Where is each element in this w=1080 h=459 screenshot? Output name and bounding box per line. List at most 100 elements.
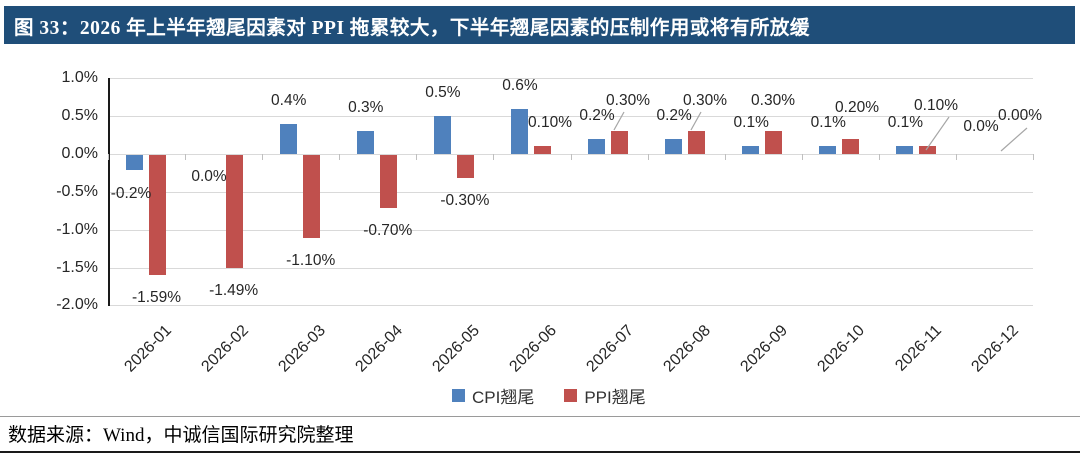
x-axis-label-2026-04: 2026-04	[352, 322, 406, 376]
data-label-ppi-2026-08: 0.30%	[683, 92, 727, 109]
data-label-cpi-2026-06: 0.6%	[502, 76, 538, 94]
bottom-rule	[0, 451, 1080, 453]
data-label-ppi-2026-03: -1.10%	[286, 252, 336, 270]
category-tick	[570, 154, 572, 160]
category-tick	[1033, 154, 1034, 160]
data-label-ppi-2026-06: 0.10%	[528, 114, 572, 131]
bar-ppi-2026-09	[765, 131, 783, 154]
category-tick	[647, 154, 649, 160]
bar-cpi-2026-07	[588, 138, 606, 154]
data-label-cpi-2026-08: 0.2%	[656, 106, 692, 124]
leader-line	[1000, 127, 1028, 152]
bar-ppi-2026-03	[302, 155, 320, 239]
y-axis-tick-label: -1.5%	[56, 258, 98, 276]
data-label-ppi-2026-01: -1.59%	[131, 289, 182, 307]
bar-cpi-2026-10	[819, 146, 837, 154]
data-label-cpi-2026-01: -0.2%	[110, 185, 152, 202]
data-label-ppi-2026-07: 0.30%	[606, 92, 650, 109]
bar-cpi-2026-01	[125, 155, 143, 171]
gridline	[108, 191, 1033, 193]
category-tick	[955, 154, 957, 160]
legend-swatch-icon	[452, 389, 465, 402]
legend-item-cpi: CPI翘尾	[452, 383, 534, 408]
bar-cpi-2026-08	[665, 138, 683, 154]
bar-cpi-2026-11	[896, 146, 914, 154]
bar-ppi-2026-01	[148, 155, 166, 276]
bar-cpi-2026-05	[433, 116, 451, 154]
data-label-ppi-2026-04: -0.70%	[363, 221, 413, 239]
bar-ppi-2026-11	[919, 146, 937, 154]
category-tick	[108, 154, 109, 160]
y-axis-tick-label: 0.5%	[61, 107, 98, 125]
y-axis-line	[108, 78, 110, 306]
bar-ppi-2026-04	[379, 155, 397, 208]
gridline	[108, 78, 1033, 80]
data-label-cpi-2026-05: 0.5%	[425, 84, 461, 102]
category-tick	[185, 154, 187, 160]
bar-cpi-2026-04	[356, 131, 374, 154]
category-tick	[339, 154, 341, 160]
chart-legend: CPI翘尾 PPI翘尾	[452, 383, 646, 408]
x-axis-label-2026-12: 2026-12	[968, 322, 1023, 376]
category-tick	[262, 154, 264, 160]
gridline	[108, 116, 1033, 118]
data-label-cpi-2026-11: 0.1%	[887, 114, 924, 132]
category-tick	[878, 154, 880, 160]
bar-ppi-2026-02	[225, 155, 243, 268]
legend-label: CPI翘尾	[472, 388, 535, 407]
category-tick	[801, 154, 803, 160]
data-label-ppi-2026-05: -0.30%	[440, 191, 490, 209]
y-axis-tick-label: 0.0%	[61, 145, 98, 162]
y-axis-tick-label: -1.0%	[56, 220, 98, 238]
gridline	[108, 305, 1033, 307]
bar-cpi-2026-09	[742, 146, 760, 154]
category-tick	[724, 154, 726, 160]
bar-ppi-2026-06	[533, 146, 551, 154]
data-label-ppi-2026-12: 0.00%	[998, 107, 1042, 124]
leader-line	[925, 116, 950, 151]
data-label-cpi-2026-03: 0.4%	[271, 91, 307, 109]
x-axis-label-2026-06: 2026-06	[506, 322, 560, 376]
x-axis-label-2026-07: 2026-07	[583, 322, 638, 376]
y-axis-tick-label: -0.5%	[56, 182, 98, 200]
bar-ppi-2026-08	[688, 131, 706, 154]
x-axis-label-2026-08: 2026-08	[660, 322, 715, 376]
y-axis-tick-label: 1.0%	[61, 69, 98, 87]
x-axis-label-2026-05: 2026-05	[429, 322, 483, 376]
data-label-ppi-2026-09: 0.30%	[751, 92, 795, 109]
data-label-cpi-2026-10: 0.1%	[810, 114, 846, 132]
data-label-cpi-2026-04: 0.3%	[348, 99, 384, 117]
bar-ppi-2026-10	[842, 138, 860, 154]
gridline	[108, 229, 1033, 231]
leader-line	[690, 111, 702, 131]
figure-title: 图 33：2026 年上半年翘尾因素对 PPI 拖累较大，下半年翘尾因素的压制作…	[14, 17, 810, 39]
legend-swatch-icon	[564, 389, 578, 402]
x-axis-label-2026-09: 2026-09	[737, 322, 792, 376]
legend-label: PPI翘尾	[584, 388, 646, 407]
x-axis-label-2026-02: 2026-02	[198, 322, 252, 376]
x-axis-label-2026-11: 2026-11	[892, 322, 946, 375]
data-label-ppi-2026-02: -1.49%	[209, 281, 259, 299]
data-label-cpi-2026-02: 0.0%	[191, 168, 227, 185]
bar-ppi-2026-05	[456, 155, 474, 178]
legend-item-ppi: PPI翘尾	[564, 383, 646, 408]
figure-title-bar: 图 33：2026 年上半年翘尾因素对 PPI 拖累较大，下半年翘尾因素的压制作…	[4, 6, 1075, 44]
x-axis-label-2026-10: 2026-10	[814, 322, 869, 376]
x-axis-label-2026-03: 2026-03	[275, 322, 329, 376]
bar-cpi-2026-03	[279, 123, 297, 154]
gridline	[108, 267, 1033, 269]
data-label-ppi-2026-11: 0.10%	[914, 97, 958, 114]
bar-cpi-2026-06	[510, 108, 528, 154]
category-tick	[416, 154, 418, 160]
footer-divider	[0, 416, 1080, 417]
x-axis-label-2026-01: 2026-01	[121, 322, 175, 376]
data-label-cpi-2026-07: 0.2%	[579, 106, 615, 124]
y-axis-tick-label: -2.0%	[56, 296, 98, 314]
category-tick	[493, 154, 495, 160]
bar-ppi-2026-07	[611, 131, 629, 154]
data-label-ppi-2026-10: 0.20%	[835, 99, 879, 116]
leader-line	[613, 111, 625, 131]
data-label-cpi-2026-09: 0.1%	[733, 114, 769, 132]
data-label-cpi-2026-12: 0.0%	[963, 118, 999, 135]
